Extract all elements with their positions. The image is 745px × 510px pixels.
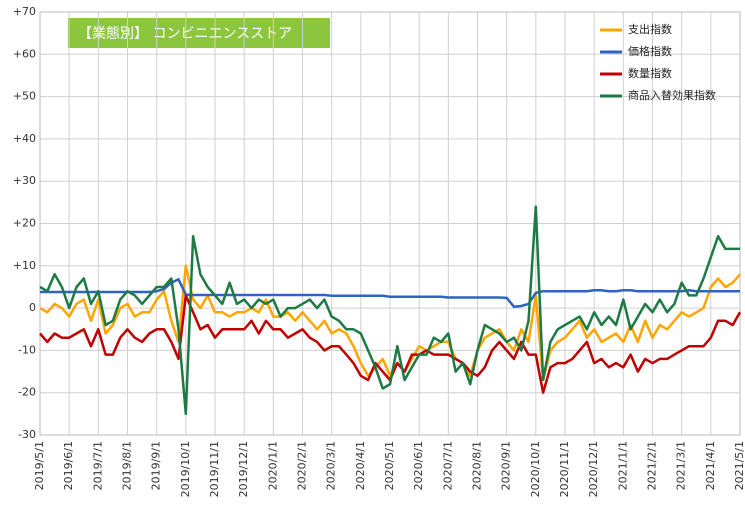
x-tick-label: 2020/2/1 (296, 441, 309, 490)
x-tick-label: 2020/11/1 (558, 441, 571, 497)
x-tick-label: 2020/1/1 (266, 441, 279, 490)
x-tick-label: 2019/7/1 (91, 441, 104, 490)
x-tick-label: 2020/5/1 (383, 441, 396, 490)
x-tick-label: 2021/3/1 (675, 441, 688, 490)
x-tick-label: 2019/12/1 (237, 441, 250, 497)
y-tick-label: +50 (13, 90, 36, 103)
x-tick-label: 2021/1/1 (616, 441, 629, 490)
series-line (40, 278, 740, 309)
y-tick-label: -20 (18, 386, 36, 399)
x-tick-label: 2021/5/1 (733, 441, 745, 490)
x-tick-label: 2019/11/1 (208, 441, 221, 497)
legend-label: 商品入替効果指数 (628, 88, 716, 102)
series-line (39, 205, 740, 416)
x-tick-label: 2020/8/1 (471, 441, 484, 490)
x-tick-label: 2020/6/1 (412, 441, 425, 490)
x-tick-label: 2019/6/1 (62, 441, 75, 490)
x-tick-label: 2021/4/1 (704, 441, 717, 490)
x-tick-label: 2020/3/1 (325, 441, 338, 490)
y-tick-label: +20 (13, 217, 36, 230)
x-tick-label: 2021/2/1 (646, 441, 659, 490)
y-tick-label: 0 (29, 301, 36, 314)
x-tick-label: 2020/4/1 (354, 441, 367, 490)
y-tick-label: -30 (18, 428, 36, 441)
legend-label: 支出指数 (628, 22, 672, 36)
y-tick-label: +10 (13, 259, 36, 272)
y-tick-label: +40 (13, 132, 36, 145)
y-tick-label: +60 (13, 47, 36, 60)
y-tick-label: -10 (18, 343, 36, 356)
chart-title: 【業態別】 コンビニエンスストア (78, 26, 292, 42)
legend-label: 数量指数 (628, 66, 672, 80)
x-tick-label: 2019/9/1 (150, 441, 163, 490)
x-tick-label: 2019/10/1 (179, 441, 192, 497)
x-tick-label: 2020/9/1 (500, 441, 513, 490)
series-line (39, 264, 741, 382)
x-tick-label: 2020/12/1 (587, 441, 600, 497)
x-tick-label: 2020/7/1 (441, 441, 454, 490)
legend-label: 価格指数 (628, 44, 672, 58)
plot-border (39, 11, 741, 436)
x-tick-label: 2020/10/1 (529, 441, 542, 497)
y-tick-label: +30 (13, 174, 36, 187)
x-tick-label: 2019/5/1 (33, 441, 46, 490)
x-tick-label: 2019/8/1 (121, 441, 134, 490)
y-tick-label: +70 (13, 5, 36, 18)
title-box (68, 18, 330, 48)
